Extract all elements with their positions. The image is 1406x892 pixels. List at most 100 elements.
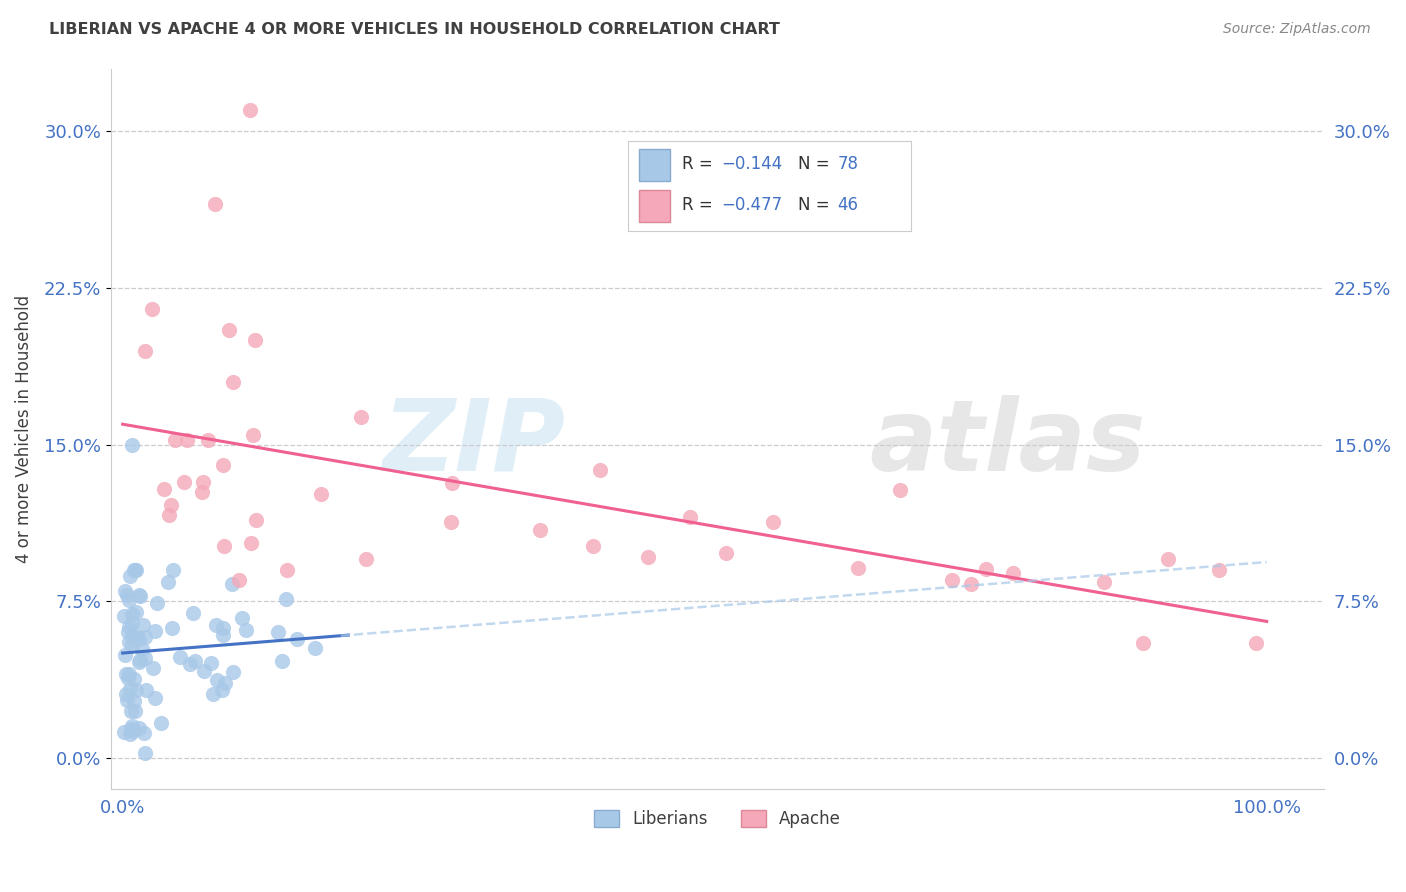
Point <box>125 606 148 620</box>
Point <box>581 539 603 553</box>
Point <box>349 409 371 424</box>
Point <box>115 687 138 701</box>
Text: atlas: atlas <box>869 395 1146 491</box>
Text: R =: R = <box>682 155 718 173</box>
Point <box>124 563 146 577</box>
Point <box>162 563 184 577</box>
Point <box>211 683 233 698</box>
Point <box>121 615 143 630</box>
Point <box>120 681 142 696</box>
Point <box>205 673 228 687</box>
Point <box>235 623 257 637</box>
Point <box>143 624 166 639</box>
Point <box>117 624 139 639</box>
Point <box>115 693 138 707</box>
Point <box>121 437 143 451</box>
Point <box>141 301 163 316</box>
Text: N =: N = <box>799 155 835 173</box>
Point <box>173 475 195 490</box>
Point <box>271 654 294 668</box>
Point <box>200 656 222 670</box>
Point <box>159 508 181 522</box>
Point <box>134 630 156 644</box>
Point <box>142 661 165 675</box>
Point <box>114 584 136 599</box>
Point <box>143 690 166 705</box>
Point <box>176 433 198 447</box>
Point <box>181 606 204 620</box>
Text: −0.477: −0.477 <box>721 196 783 214</box>
Point <box>637 549 659 564</box>
Point <box>124 563 146 577</box>
Point <box>197 433 219 447</box>
Point <box>118 635 141 649</box>
Point <box>941 574 963 588</box>
Point <box>285 632 308 646</box>
Point <box>118 593 141 607</box>
Point <box>117 620 139 634</box>
Point <box>150 715 173 730</box>
Point <box>889 483 911 498</box>
Text: 46: 46 <box>838 196 859 214</box>
Point <box>121 719 143 733</box>
Point <box>714 546 737 560</box>
Point <box>276 563 298 577</box>
Point <box>124 704 146 718</box>
Text: LIBERIAN VS APACHE 4 OR MORE VEHICLES IN HOUSEHOLD CORRELATION CHART: LIBERIAN VS APACHE 4 OR MORE VEHICLES IN… <box>49 22 780 37</box>
Point <box>211 628 233 642</box>
Point <box>153 482 176 496</box>
Y-axis label: 4 or more Vehicles in Household: 4 or more Vehicles in Household <box>15 295 32 563</box>
Point <box>124 563 146 577</box>
Point <box>156 574 179 589</box>
Point <box>128 653 150 667</box>
Point <box>128 588 150 602</box>
Point <box>165 433 187 447</box>
Point <box>184 654 207 668</box>
Point <box>1156 552 1178 566</box>
Point <box>160 621 183 635</box>
Point <box>1132 636 1154 650</box>
Point <box>1092 575 1115 590</box>
Point <box>115 666 138 681</box>
Point <box>201 687 224 701</box>
Point <box>122 694 145 708</box>
Point <box>239 103 262 118</box>
FancyBboxPatch shape <box>640 150 671 181</box>
Point <box>124 630 146 644</box>
Point <box>204 197 226 211</box>
Point <box>267 625 290 640</box>
Point <box>240 536 263 550</box>
Text: R =: R = <box>682 196 718 214</box>
Point <box>118 667 141 681</box>
Point <box>112 609 135 624</box>
Point <box>959 576 981 591</box>
Point <box>121 638 143 652</box>
Point <box>120 722 142 736</box>
Point <box>131 642 153 657</box>
Point <box>121 723 143 738</box>
Text: −0.144: −0.144 <box>721 155 783 173</box>
Point <box>114 648 136 662</box>
Point <box>440 515 463 529</box>
Point <box>205 618 228 632</box>
Point <box>134 343 156 358</box>
Point <box>762 515 785 529</box>
Point <box>274 592 297 607</box>
Point <box>214 676 236 690</box>
Point <box>134 747 156 761</box>
Point <box>134 726 156 740</box>
Point <box>231 611 253 625</box>
Point <box>309 487 332 501</box>
Point <box>440 475 463 490</box>
Point <box>118 727 141 741</box>
Point <box>245 513 267 527</box>
Point <box>122 672 145 686</box>
Point <box>128 632 150 646</box>
Point <box>117 671 139 685</box>
FancyBboxPatch shape <box>640 191 671 222</box>
Point <box>115 588 138 602</box>
Point <box>191 475 214 489</box>
Point <box>120 704 142 718</box>
Point <box>222 665 245 679</box>
Point <box>135 682 157 697</box>
